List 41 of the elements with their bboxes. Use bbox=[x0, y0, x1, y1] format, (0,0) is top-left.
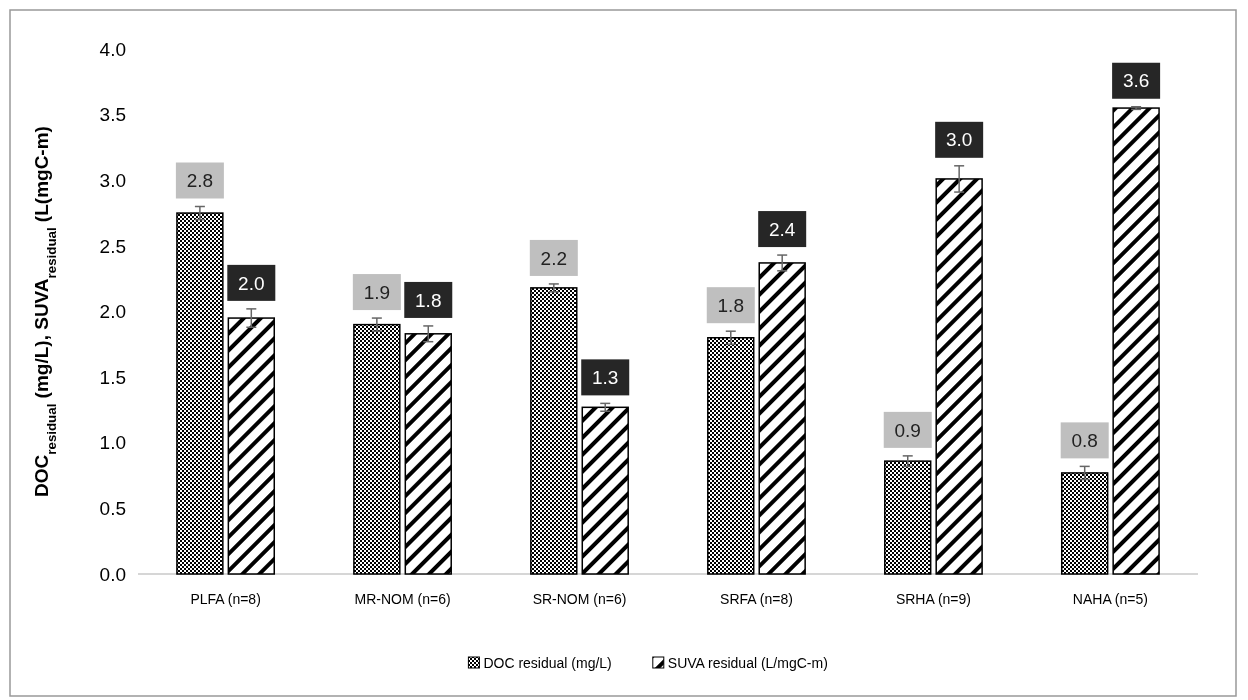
data-label: 2.2 bbox=[540, 247, 568, 269]
data-label: 0.9 bbox=[894, 419, 921, 441]
bar bbox=[530, 287, 578, 575]
x-tick-label: MR-NOM (n=6) bbox=[354, 591, 451, 607]
y-tick-label: 2.5 bbox=[99, 235, 126, 257]
x-tick-label: NAHA (n=5) bbox=[1072, 591, 1148, 607]
y-tick-label: 0.0 bbox=[99, 563, 126, 585]
y-tick-label: 1.0 bbox=[99, 432, 126, 454]
bar bbox=[404, 333, 452, 575]
x-tick-label: SRHA (n=9) bbox=[895, 591, 971, 607]
bar bbox=[758, 262, 806, 575]
data-label: 2.0 bbox=[238, 272, 265, 294]
bar bbox=[935, 178, 983, 575]
bar bbox=[884, 460, 932, 575]
x-tick-label: SR-NOM (n=6) bbox=[532, 591, 627, 607]
y-tick-label: 3.0 bbox=[99, 169, 126, 191]
x-tick-label: SRFA (n=8) bbox=[720, 591, 793, 607]
data-label: 1.8 bbox=[717, 294, 744, 316]
y-tick-label: 3.5 bbox=[99, 104, 126, 126]
data-label: 1.3 bbox=[592, 367, 619, 389]
bar bbox=[176, 212, 224, 575]
bar bbox=[1112, 107, 1160, 575]
y-tick-label: 0.5 bbox=[99, 498, 126, 520]
x-tick-label: PLFA (n=8) bbox=[190, 591, 261, 607]
data-label: 1.8 bbox=[415, 289, 442, 311]
bar bbox=[707, 337, 755, 575]
data-label: 2.8 bbox=[186, 170, 214, 192]
bar bbox=[227, 317, 276, 575]
legend-label: SUVA residual (L/mgC-m) bbox=[667, 654, 828, 671]
y-tick-label: 2.0 bbox=[99, 301, 126, 323]
bar bbox=[1060, 472, 1109, 575]
data-label: 2.4 bbox=[768, 218, 796, 240]
data-label: 3.6 bbox=[1122, 70, 1150, 92]
data-label: 0.8 bbox=[1071, 430, 1098, 452]
y-tick-label: 1.5 bbox=[99, 366, 126, 388]
y-tick-label: 4.0 bbox=[99, 38, 126, 60]
data-label: 1.9 bbox=[363, 281, 391, 303]
data-label: 3.0 bbox=[945, 129, 973, 151]
bar bbox=[581, 406, 629, 575]
legend-label: DOC residual (mg/L) bbox=[483, 654, 612, 671]
bar bbox=[353, 323, 401, 575]
